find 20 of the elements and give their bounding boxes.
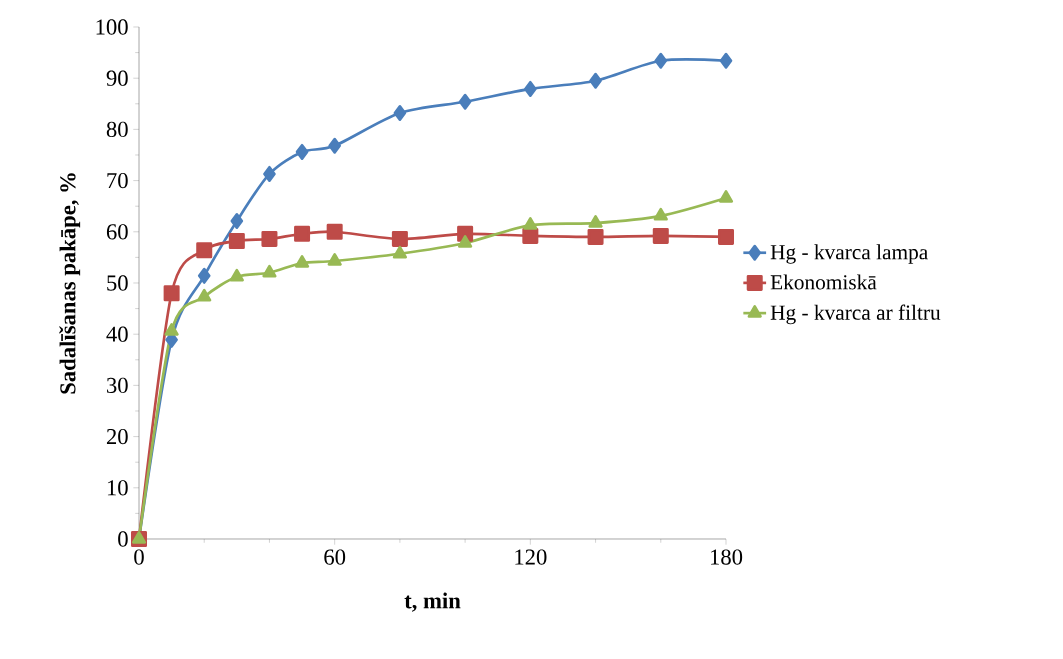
x-tick-label: 180 [710, 549, 743, 565]
y-tick-label: 60 [106, 224, 128, 240]
y-tick-label: 20 [106, 428, 128, 445]
y-tick-label: 80 [106, 121, 128, 138]
legend-label: Hg - kvarca ar filtru [770, 304, 941, 325]
x-tick-label: 0 [134, 549, 144, 565]
legend-label: Hg - kvarca lampa [770, 244, 928, 264]
y-axis-title: Sadalīšanas pakāpe, % [59, 173, 81, 394]
legend-label: Ekonomiskā [770, 274, 877, 290]
y-tick-label: 70 [107, 172, 128, 189]
y-tick-label: 30 [107, 377, 128, 394]
x-tick-label: 120 [515, 549, 547, 565]
y-tick-label: 100 [96, 19, 128, 35]
y-tick-label: 90 [106, 70, 128, 86]
y-tick-label: 0 [118, 531, 128, 547]
x-axis-title: t, min [404, 592, 461, 612]
y-tick-label: 10 [107, 480, 128, 496]
x-tick-label: 60 [324, 549, 346, 565]
y-tick-label: 50 [107, 275, 128, 291]
y-tick-label: 40 [106, 326, 128, 342]
